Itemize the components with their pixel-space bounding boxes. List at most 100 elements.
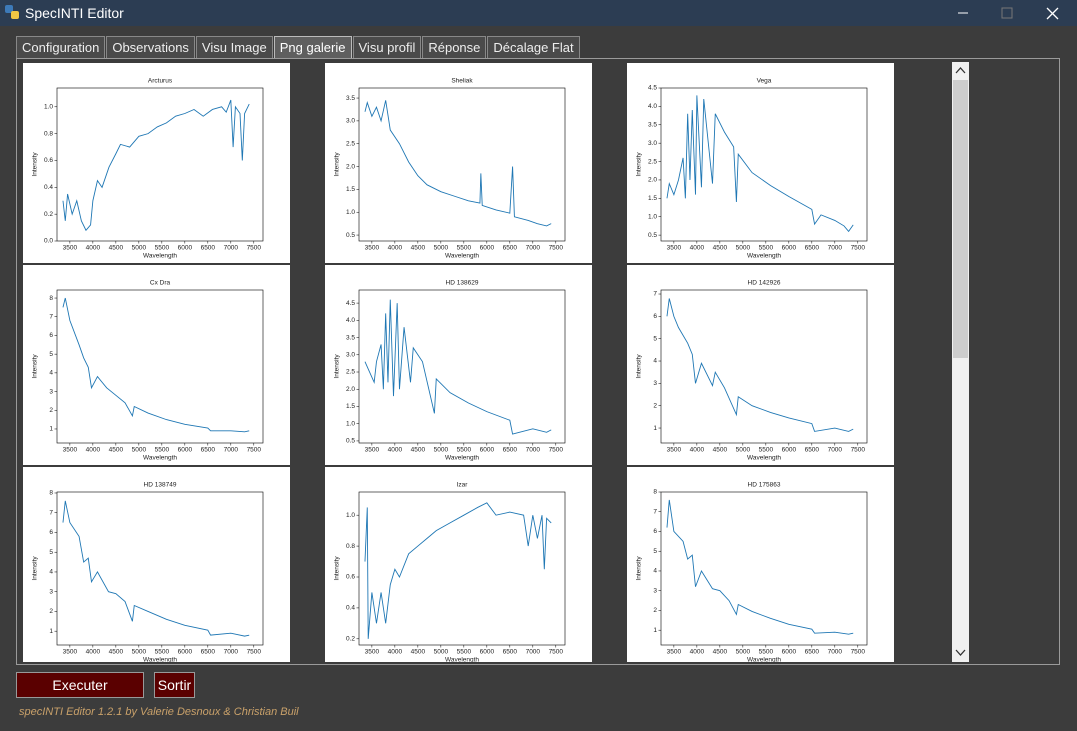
close-button[interactable] [1030,0,1076,26]
tab[interactable]: Visu profil [352,36,422,59]
y-tick-label: 1 [49,426,53,433]
x-tick-label: 7500 [549,447,564,454]
x-tick-label: 3500 [365,649,380,656]
x-tick-label: 6000 [178,447,193,454]
gallery-image[interactable]: 3500 4000 4500 5000 5500 6000 6500 7000 7500 0.2 0… [325,467,592,662]
y-tick-label: 2 [49,608,53,615]
y-tick-label: 0.8 [44,130,53,137]
spectrum-line [62,297,250,433]
x-tick-label: 6500 [201,447,216,454]
x-axis-label: Wavelength [747,253,781,260]
y-axis-label: Intensity [334,152,341,177]
y-tick-label: 4 [49,370,53,377]
execute-button[interactable]: Executer [16,672,144,698]
x-tick-label: 4000 [690,245,705,252]
png-gallery: 3500 4000 4500 5000 5500 6000 6500 7000 7500 0.0 0… [18,60,950,662]
x-tick-label: 6500 [201,245,216,252]
y-tick-label: 3.0 [648,140,657,147]
gallery-image[interactable]: 3500 4000 4500 5000 5500 6000 6500 7000 7500 1 2 3 4… [23,265,290,465]
gallery-image[interactable]: 3500 4000 4500 5000 5500 6000 6500 7000 7500 0.5 1… [325,265,592,465]
x-tick-label: 7500 [851,447,866,454]
x-tick-label: 5500 [759,649,774,656]
tab[interactable]: Png galerie [273,36,352,59]
x-tick-label: 3500 [63,649,78,656]
y-tick-label: 1.0 [346,209,355,216]
y-tick-label: 4.0 [648,103,657,110]
tab[interactable]: Visu Image [195,36,273,59]
x-tick-label: 5000 [736,447,751,454]
scroll-thumb[interactable] [953,80,968,358]
y-axis-label: Intensity [32,556,39,581]
y-tick-label: 4 [653,568,657,575]
x-tick-label: 7500 [851,245,866,252]
tab[interactable]: Observations [106,36,195,59]
exit-button[interactable]: Sortir [154,672,195,698]
x-tick-label: 7000 [224,649,239,656]
y-tick-label: 3 [49,388,53,395]
plot-frame [56,491,264,646]
x-tick-label: 3500 [63,245,78,252]
x-tick-label: 7000 [224,245,239,252]
x-axis-label: Wavelength [747,657,781,662]
tab[interactable]: Configuration [16,36,106,59]
x-tick-label: 6000 [480,447,495,454]
x-tick-label: 4000 [86,649,101,656]
footer-credit: specINTI Editor 1.2.1 by Valerie Desnoux… [19,706,299,718]
x-tick-label: 4000 [388,649,403,656]
x-tick-label: 4000 [388,245,403,252]
minimize-button[interactable] [940,0,986,26]
x-tick-label: 6500 [805,447,820,454]
gallery-image[interactable]: 3500 4000 4500 5000 5500 6000 6500 7000 7500 1 2 3 4… [627,467,894,662]
scrollbar[interactable] [952,62,969,662]
x-tick-label: 6500 [201,649,216,656]
x-tick-label: 5500 [759,447,774,454]
x-tick-label: 6000 [782,649,797,656]
maximize-button[interactable] [984,0,1030,26]
chart-title: Izar [457,482,469,489]
x-tick-label: 3500 [365,447,380,454]
spectrum-line [364,502,552,639]
gallery-image[interactable]: 3500 4000 4500 5000 5500 6000 6500 7000 7500 1 2 3 4… [627,265,894,465]
y-tick-label: 1.5 [346,186,355,193]
x-tick-label: 5000 [132,649,147,656]
gallery-image[interactable]: 3500 4000 4500 5000 5500 6000 6500 7000 7500 0.5 1… [325,63,592,263]
x-tick-label: 5000 [434,245,449,252]
plot-frame [56,289,264,444]
y-tick-label: 0.4 [346,605,355,612]
x-tick-label: 7500 [247,245,262,252]
x-tick-label: 3500 [667,649,682,656]
y-tick-label: 3 [653,380,657,387]
y-tick-label: 2.5 [346,369,355,376]
x-tick-label: 7000 [828,447,843,454]
x-tick-label: 6000 [178,649,193,656]
x-tick-label: 5000 [736,649,751,656]
x-tick-label: 5500 [155,649,170,656]
y-tick-label: 7 [653,291,657,298]
tab[interactable]: Réponse [422,36,487,59]
y-tick-label: 4 [653,358,657,365]
y-tick-label: 4.5 [648,85,657,92]
x-axis-label: Wavelength [747,455,781,462]
y-tick-label: 0.5 [346,232,355,239]
gallery-image[interactable]: 3500 4000 4500 5000 5500 6000 6500 7000 7500 0.0 0… [23,63,290,263]
gallery-image[interactable]: 3500 4000 4500 5000 5500 6000 6500 7000 7500 1 2 3 4… [23,467,290,662]
y-tick-label: 0.4 [44,184,53,191]
spectrum-line [364,299,552,435]
spectrum-line [666,298,854,432]
plot-frame [358,87,566,242]
gallery-image[interactable]: 3500 4000 4500 5000 5500 6000 6500 7000 7500 0.5 1… [627,63,894,263]
x-tick-label: 7500 [549,245,564,252]
tab[interactable]: Décalage Flat [487,36,580,59]
y-tick-label: 0.8 [346,543,355,550]
x-tick-label: 6500 [503,649,518,656]
y-tick-label: 7 [49,509,53,516]
y-tick-label: 0.5 [648,232,657,239]
plot-frame [358,289,566,444]
app-icon [5,5,19,19]
x-tick-label: 5500 [457,447,472,454]
x-tick-label: 7000 [224,447,239,454]
x-tick-label: 6000 [782,447,797,454]
y-tick-label: 3.5 [648,121,657,128]
chart-title: HD 138629 [446,280,479,287]
y-tick-label: 7 [653,508,657,515]
